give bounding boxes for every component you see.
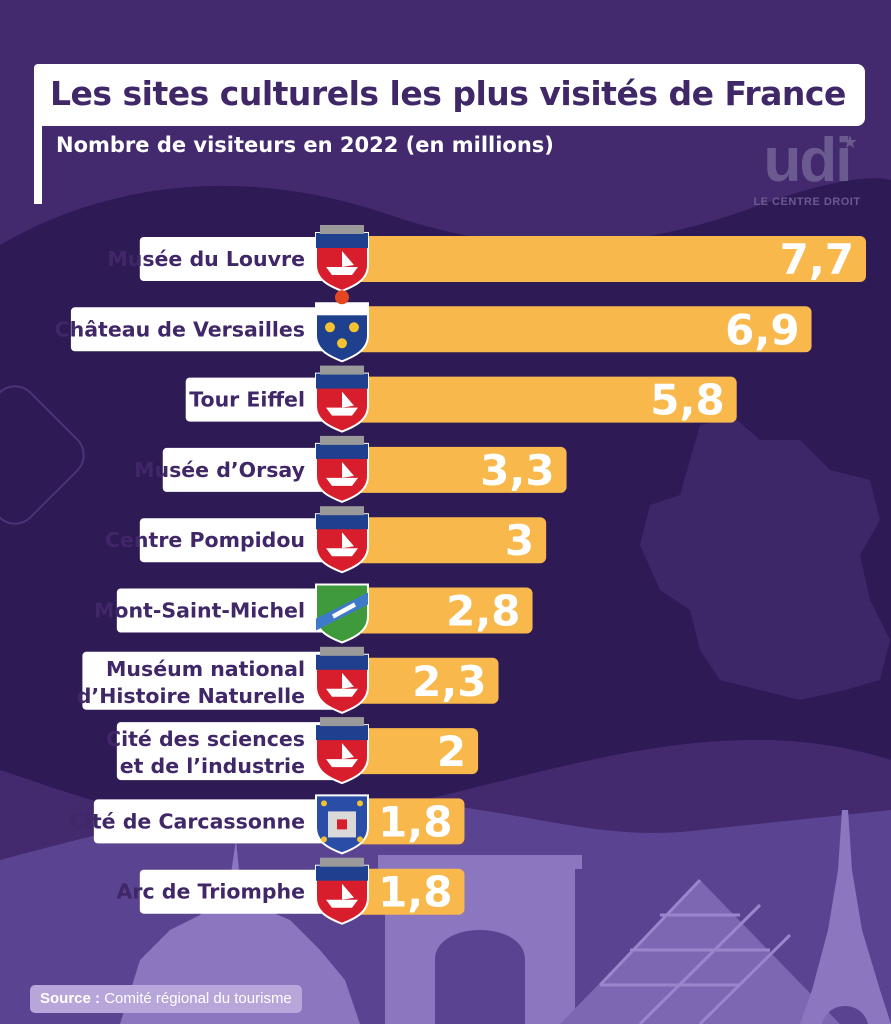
value-label: 2: [437, 727, 466, 776]
source-label: Source :: [40, 990, 101, 1007]
category-label: Musée du Louvre: [107, 247, 305, 271]
paris-crest-icon: [315, 225, 369, 293]
bar-row: Musée d’Orsay 3,3: [134, 435, 567, 503]
bar-row: Cité de Carcassonne 1,8: [70, 794, 465, 855]
paris-crest-icon: [315, 506, 369, 574]
bar: [342, 517, 547, 564]
bar: [342, 446, 567, 493]
bar-row: Mont-Saint-Michel 2,8: [94, 583, 533, 644]
value-label: 2,3: [412, 657, 486, 706]
value-label: 3: [505, 516, 534, 565]
carcassonne-crest-icon: [315, 794, 369, 855]
bar-row: Cité des sciences et de l’industrie 2: [106, 717, 479, 785]
bar: [342, 236, 866, 282]
category-label: Mont-Saint-Michel: [94, 599, 305, 623]
category-label: Cité de Carcassonne: [70, 809, 305, 833]
page-subtitle: Nombre de visiteurs en 2022 (en millions…: [56, 133, 554, 157]
title-box: Les sites culturels les plus visités de …: [34, 64, 865, 204]
bar: [342, 868, 465, 915]
category-label: Cité des sciences: [106, 727, 305, 751]
paris-crest-icon: [315, 717, 369, 785]
value-label: 2,8: [446, 587, 520, 636]
value-label: 6,9: [725, 305, 799, 354]
logo-word: udi: [763, 126, 853, 195]
value-label: 7,7: [780, 235, 854, 284]
paris-crest-icon: [315, 365, 369, 433]
value-label: 1,8: [378, 797, 452, 846]
bar-row: Arc de Triomphe 1,8: [117, 857, 465, 925]
label-box: [139, 869, 352, 914]
category-label: Tour Eiffel: [189, 388, 305, 412]
decorative-square: [0, 385, 85, 525]
bar: [342, 657, 499, 704]
source-note: Source : Comité régional du tourisme: [30, 985, 302, 1013]
logo-tagline: LE CENTRE DROIT: [753, 196, 861, 208]
label-box: [139, 518, 352, 563]
france-map-silhouette: [640, 418, 890, 700]
label-box: [162, 447, 352, 492]
udi-logo: ★ udi LE CENTRE DROIT: [752, 126, 862, 209]
paris-crest-icon: [315, 646, 369, 714]
bar-row: Centre Pompidou 3: [105, 506, 547, 574]
title-strip: [34, 64, 42, 204]
bar: [342, 798, 465, 845]
category-label: Arc de Triomphe: [117, 880, 305, 904]
versailles-crest-icon: [315, 290, 369, 363]
category-label: Musée d’Orsay: [134, 458, 305, 482]
label-box: [139, 237, 352, 281]
mont-saint-michel-crest-icon: [315, 583, 369, 644]
bar: [342, 306, 812, 353]
category-label: Château de Versailles: [55, 317, 305, 341]
value-label: 1,8: [378, 868, 452, 917]
label-box: [82, 651, 353, 710]
source-text: Comité régional du tourisme: [104, 990, 292, 1007]
label-box: [185, 377, 352, 422]
label-box: [93, 799, 352, 844]
bar-row: Muséum national d’Histoire Naturelle 2,3: [77, 646, 499, 714]
bar: [342, 376, 737, 423]
label-box: [116, 588, 352, 633]
star-icon: ★: [841, 132, 858, 153]
bar-row: Tour Eiffel 5,8: [185, 365, 737, 433]
value-label: 3,3: [480, 446, 554, 495]
bar: [342, 587, 533, 634]
paris-crest-icon: [315, 435, 369, 503]
category-label: d’Histoire Naturelle: [77, 684, 305, 708]
value-label: 5,8: [650, 376, 724, 425]
bar-row: Château de Versailles 6,9: [55, 290, 812, 363]
bar: [342, 728, 479, 775]
category-label: Centre Pompidou: [105, 528, 305, 552]
bar-row: Musée du Louvre 7,7: [107, 225, 866, 293]
page-title: Les sites culturels les plus visités de …: [50, 74, 846, 113]
paris-crest-icon: [315, 857, 369, 925]
category-label: et de l’industrie: [120, 754, 305, 778]
label-box: [116, 722, 352, 781]
label-box: [70, 307, 353, 352]
category-label: Muséum national: [106, 657, 305, 681]
